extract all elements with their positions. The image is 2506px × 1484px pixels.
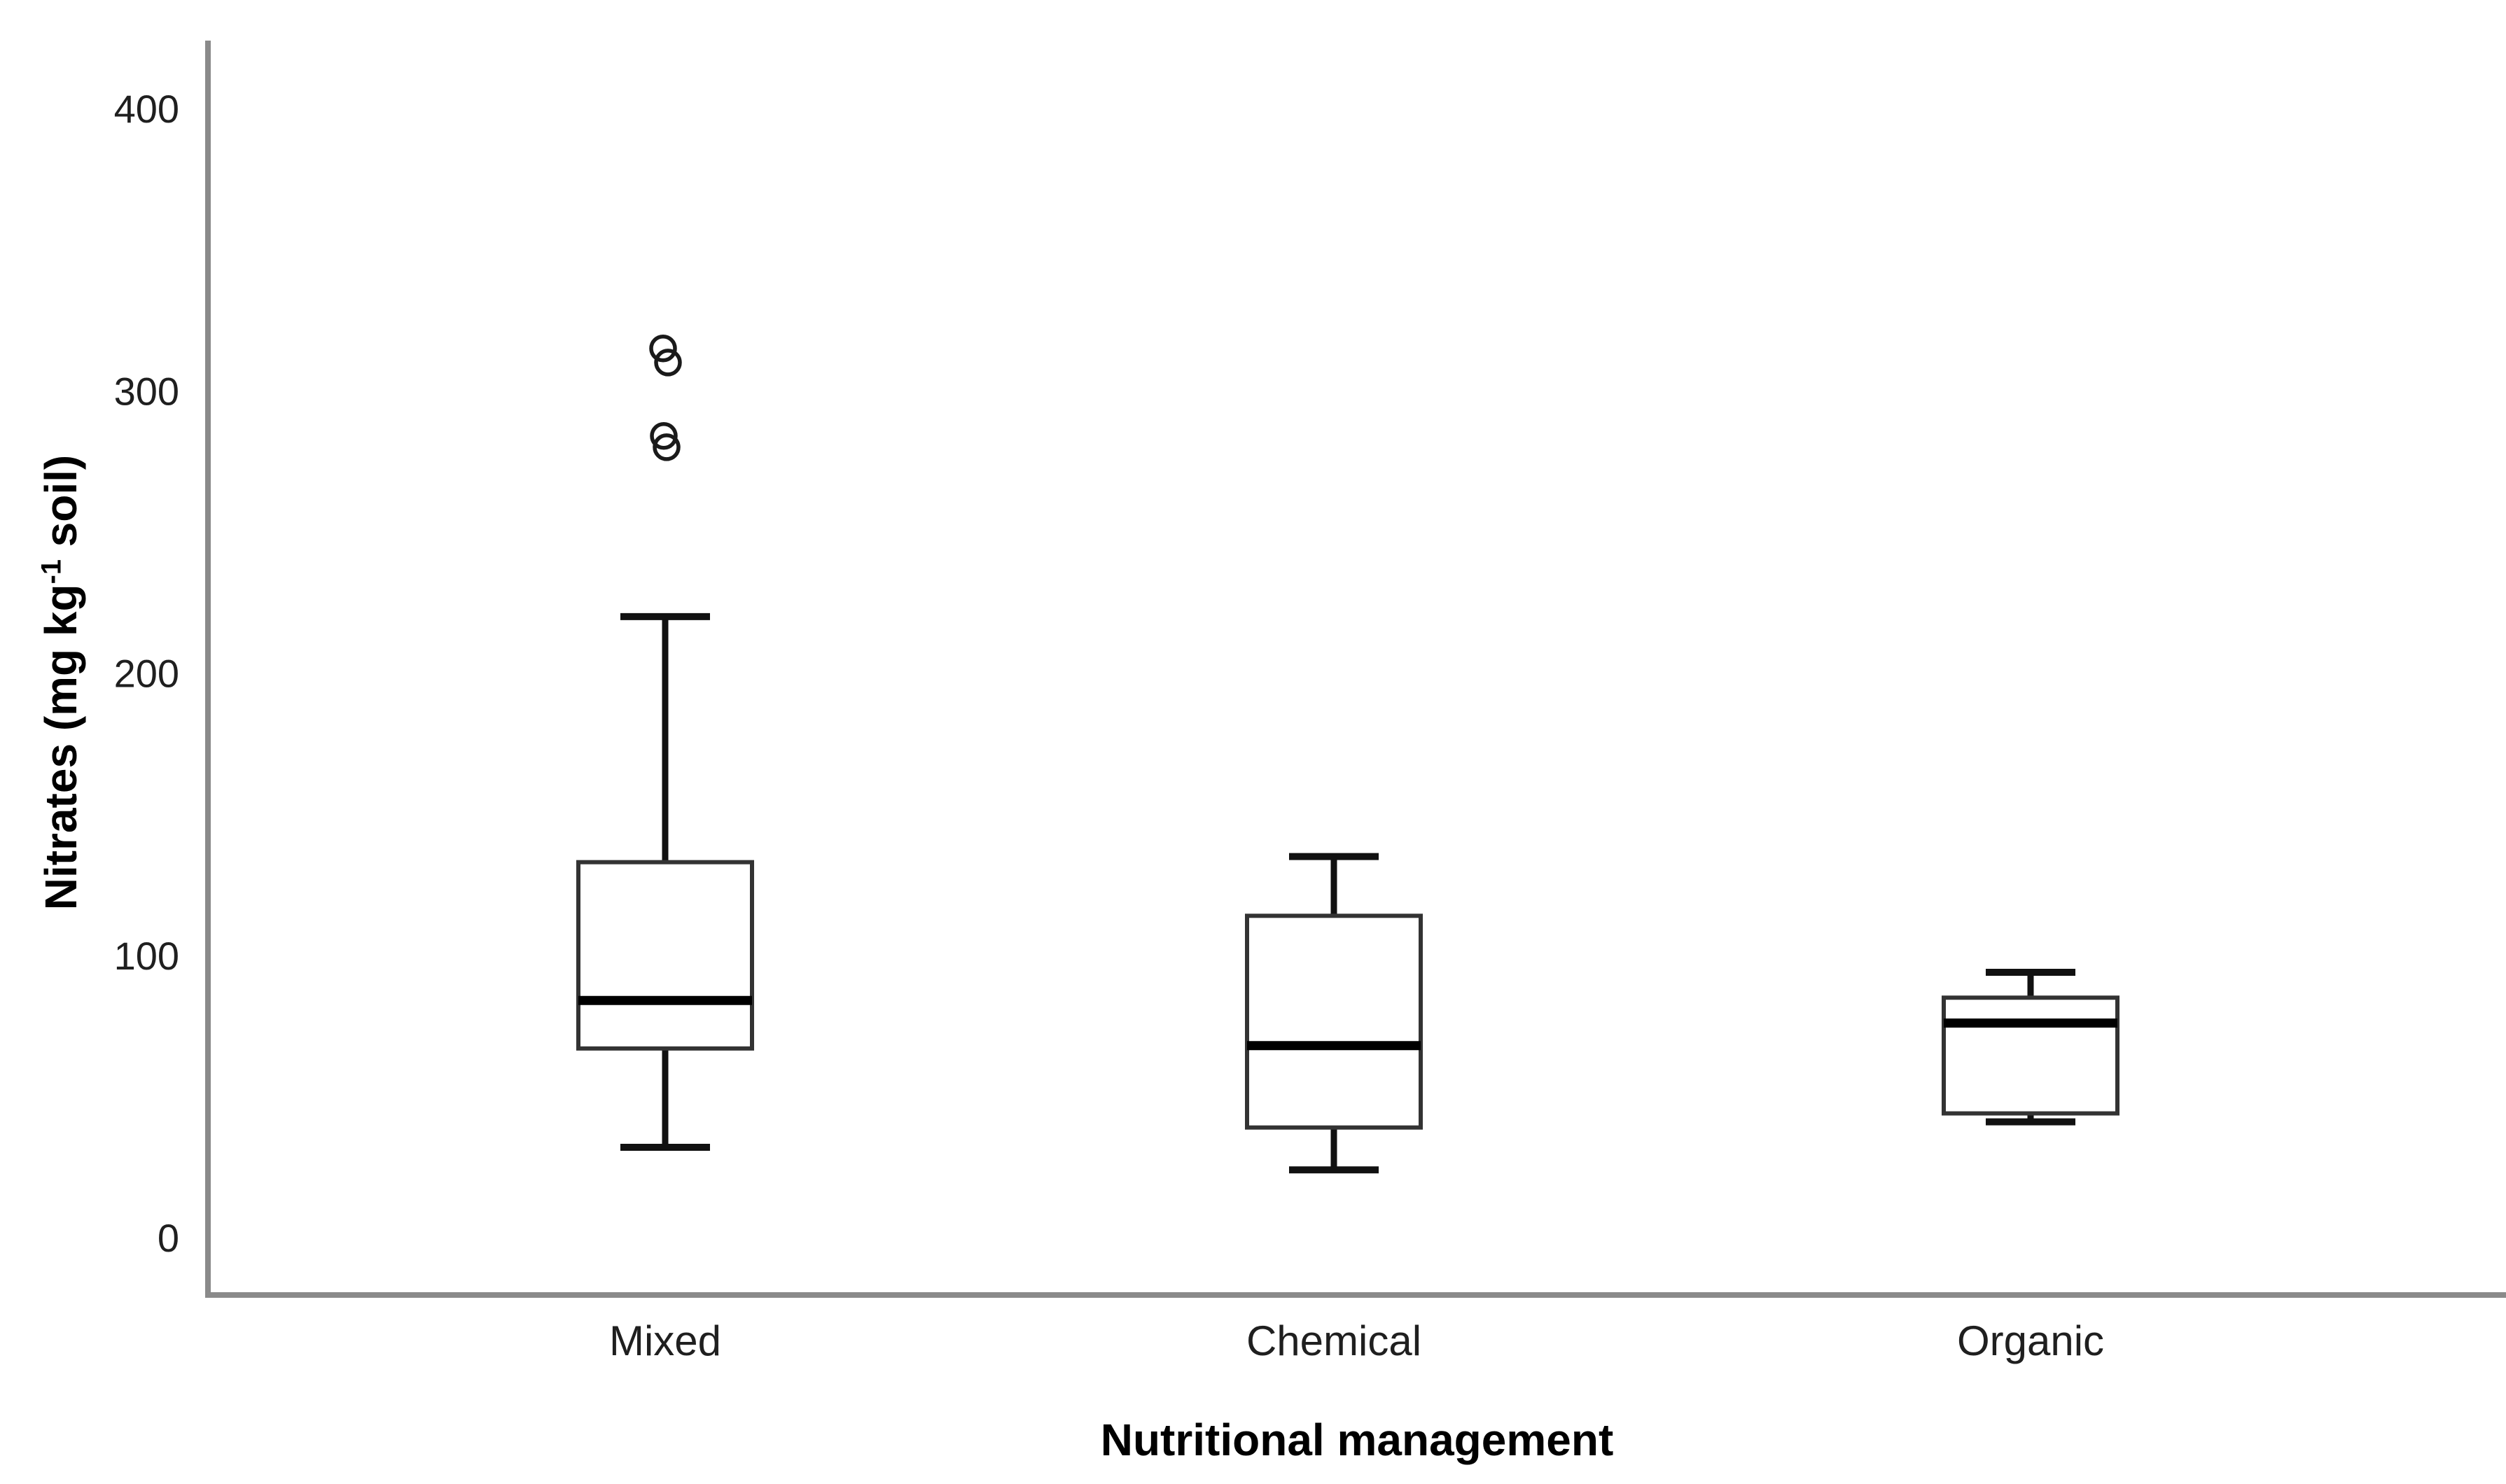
y-tick-label-400: 400 [114, 87, 179, 131]
category-label-chemical: Chemical [1246, 1317, 1421, 1364]
outlier-point [653, 433, 681, 461]
category-label-mixed: Mixed [609, 1317, 721, 1364]
box-organic [1942, 968, 2119, 1126]
box-mixed [576, 335, 754, 1151]
y-axis-title-pre: Nitrates (mg kg [36, 584, 86, 911]
y-tick-label-0: 0 [158, 1216, 179, 1260]
outlier-point [649, 335, 677, 363]
y-axis-title: Nitrates (mg kg-1 soil) [29, 227, 92, 1138]
y-axis-title-superscript: -1 [36, 559, 67, 584]
y-tick-label-200: 200 [114, 652, 179, 696]
y-axis-title-post: soil) [36, 454, 86, 560]
y-tick-label-300: 300 [114, 369, 179, 413]
category-label-organic: Organic [1957, 1317, 2104, 1364]
x-axis-title: Nutritional management [1100, 1415, 1614, 1465]
iqr-box [1942, 995, 2119, 1116]
box-chemical [1245, 853, 1423, 1174]
iqr-box [576, 860, 754, 1051]
outlier-point [654, 349, 682, 377]
iqr-box [1245, 913, 1423, 1130]
y-tick-label-100: 100 [114, 934, 179, 978]
outlier-point [650, 422, 678, 450]
